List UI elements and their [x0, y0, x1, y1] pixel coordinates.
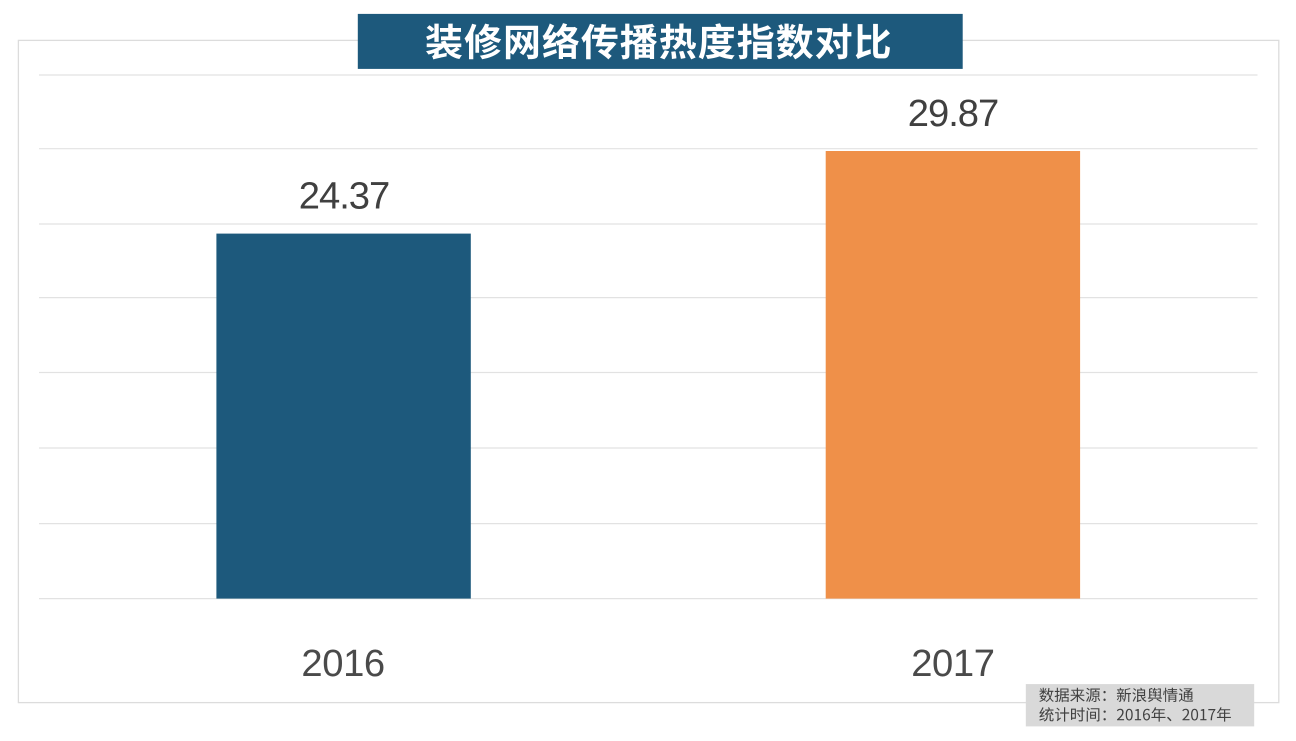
svg-text:29.87: 29.87 [908, 92, 999, 135]
svg-text:2016: 2016 [301, 642, 384, 685]
svg-text:24.37: 24.37 [299, 175, 390, 218]
svg-text:2017: 2017 [911, 642, 994, 685]
